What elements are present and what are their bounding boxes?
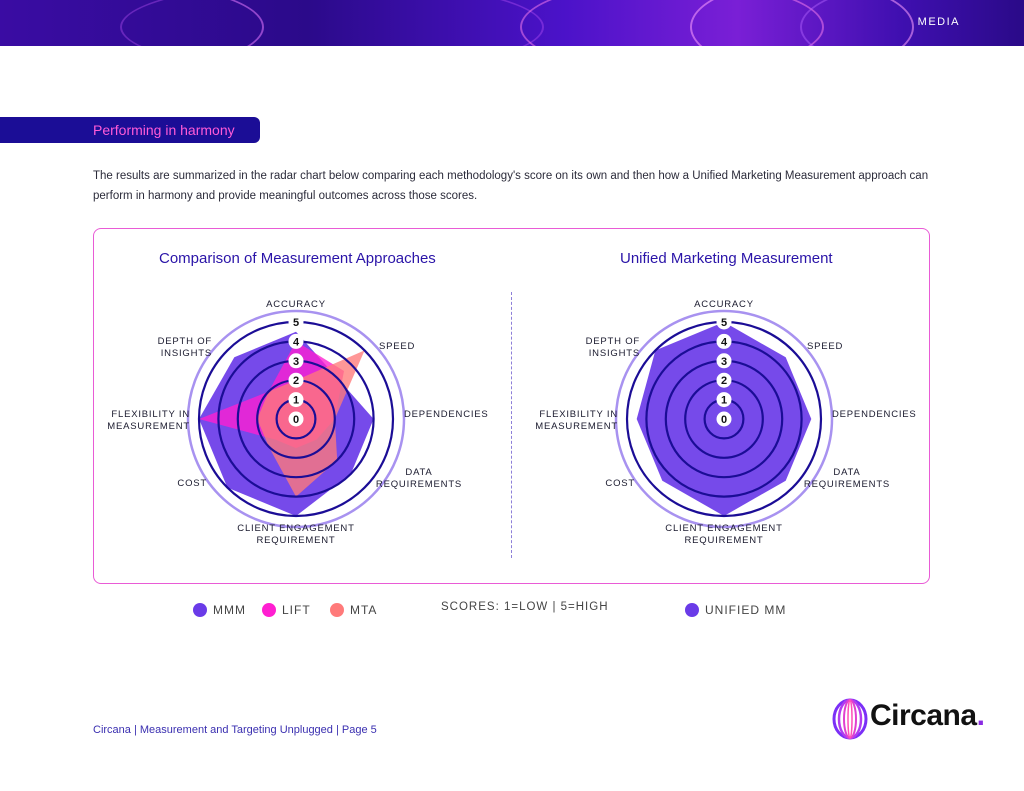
comparison-axis-label-cost: COST: [177, 478, 207, 489]
scores-note: SCORES: 1=LOW | 5=HIGH: [441, 601, 609, 613]
legend-swatch-lift: [262, 602, 276, 617]
footer-text: Circana | Measurement and Targeting Unpl…: [93, 724, 377, 736]
circana-logo-word: Circana.: [870, 699, 985, 732]
comparison-tick-label-5: 5: [293, 317, 299, 329]
header-label: MEDIA: [917, 16, 960, 28]
unified-tick-label-2: 2: [721, 375, 727, 387]
comparison-tick-badge-5: [288, 314, 304, 330]
comparison-tick-label-4: 4: [293, 336, 300, 348]
unified-tick-badge-3: [716, 353, 732, 369]
legend-label-mta: MTA: [350, 602, 378, 617]
header-banner: MEDIA: [0, 0, 1024, 46]
unified-axis-label-dependencies: DEPENDENCIES: [832, 409, 917, 420]
comparison-axis-label-accuracy: ACCURACY: [266, 299, 326, 310]
unified-tick-badge-4: [716, 333, 732, 349]
panel-divider: [511, 292, 512, 558]
unified-axis-label-depth-of-insights: DEPTH OF INSIGHTS: [586, 336, 640, 359]
legend-swatch-mmm: [193, 602, 207, 617]
comparison-series-mta: [257, 350, 365, 497]
comparison-tick-label-3: 3: [293, 356, 299, 368]
unified-axis-label-client-engagement-requirement: CLIENT ENGAGEMENT REQUIREMENT: [665, 523, 782, 546]
comparison-tick-badge-1: [288, 392, 304, 408]
section-tab: Performing in harmony: [0, 117, 260, 143]
comparison-axis-label-flexibility-in-measurement: FLEXIBILITY IN MEASUREMENT: [107, 409, 190, 432]
unified-tick-badge-5: [716, 314, 732, 330]
unified-tick-label-5: 5: [721, 317, 727, 329]
unified-axis-label-data-requirements: DATA REQUIREMENTS: [804, 467, 890, 490]
circana-logo-icon: [832, 698, 868, 740]
unified-axis-label-cost: COST: [605, 478, 635, 489]
unified-tick-badge-1: [716, 392, 732, 408]
intro-paragraph: The results are summarized in the radar …: [93, 170, 929, 202]
legend-item-mta: MTA: [330, 602, 377, 618]
legend-item-lift: LIFT: [262, 602, 311, 618]
unified-axis-label-accuracy: ACCURACY: [694, 299, 754, 310]
comparison-axis-label-data-requirements: DATA REQUIREMENTS: [376, 467, 462, 490]
chart-title-unified: Unified Marketing Measurement: [620, 250, 833, 267]
comparison-tick-badge-0: [288, 411, 304, 427]
chart-title-comparison: Comparison of Measurement Approaches: [159, 250, 436, 267]
unified-tick-badge-0: [716, 411, 732, 427]
unified-tick-label-1: 1: [721, 395, 727, 407]
comparison-axis-label-speed: SPEED: [379, 341, 415, 352]
legend-item-mmm: MMM: [193, 602, 246, 618]
unified-outer-ring: [614, 309, 834, 529]
circana-logo: Circana.: [830, 697, 985, 741]
comparison-tick-badge-4: [288, 333, 304, 349]
legend-item-unified: UNIFIED MM: [685, 602, 786, 618]
legend-label-lift: LIFT: [282, 602, 311, 617]
comparison-axis-label-client-engagement-requirement: CLIENT ENGAGEMENT REQUIREMENT: [237, 523, 354, 546]
unified-tick-label-3: 3: [721, 356, 727, 368]
comparison-axis-label-depth-of-insights: DEPTH OF INSIGHTS: [158, 336, 212, 359]
unified-axis-label-flexibility-in-measurement: FLEXIBILITY IN MEASUREMENT: [535, 409, 618, 432]
comparison-axis-label-dependencies: DEPENDENCIES: [404, 409, 489, 420]
unified-tick-badge-2: [716, 372, 732, 388]
comparison-tick-label-0: 0: [293, 414, 299, 426]
unified-tick-label-0: 0: [721, 414, 727, 426]
comparison-outer-ring: [186, 309, 406, 529]
comparison-tick-label-2: 2: [293, 375, 299, 387]
legend-swatch-unified: [685, 602, 699, 617]
unified-tick-label-4: 4: [721, 336, 728, 348]
chart-panel: [93, 228, 930, 584]
section-title: Performing in harmony: [93, 122, 235, 138]
comparison-tick-badge-2: [288, 372, 304, 388]
legend-label-unified: UNIFIED MM: [705, 602, 787, 617]
comparison-tick-badge-3: [288, 353, 304, 369]
comparison-tick-label-1: 1: [293, 395, 299, 407]
legend-swatch-mta: [330, 602, 344, 617]
unified-axis-label-speed: SPEED: [807, 341, 843, 352]
legend-label-mmm: MMM: [213, 602, 246, 617]
